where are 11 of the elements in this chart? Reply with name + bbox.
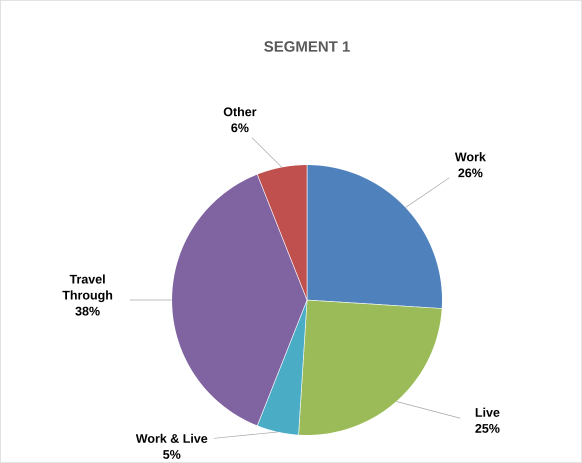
data-label: 38% <box>75 306 100 316</box>
data-label: 25% <box>475 424 500 433</box>
slice-label: Work & Live <box>136 434 208 444</box>
data-label: 5% <box>163 450 180 460</box>
slice-label: Travel Through <box>62 274 112 302</box>
data-label: 6% <box>231 124 249 132</box>
chart-title: SEGMENT 1 <box>264 41 350 52</box>
slice-label: Work <box>454 152 486 162</box>
slice-label: Other <box>224 107 256 116</box>
slice-label: Live <box>476 408 500 417</box>
data-label: 26% <box>458 168 483 178</box>
